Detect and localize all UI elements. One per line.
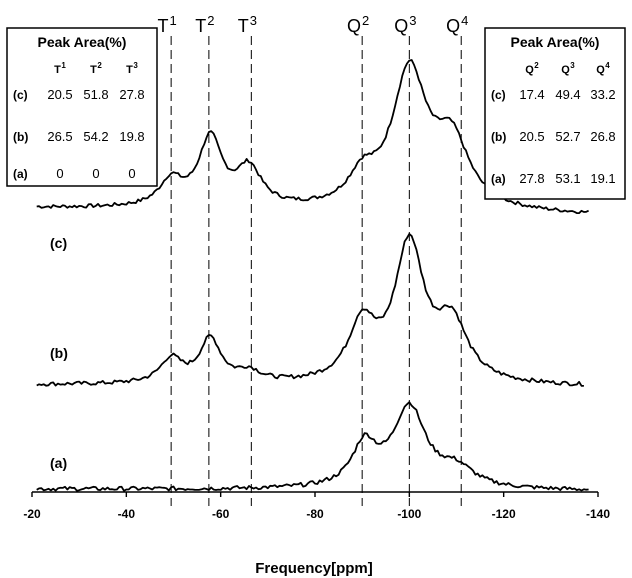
box-value: 0 bbox=[56, 166, 63, 181]
box-value: 20.5 bbox=[47, 87, 72, 102]
box-row-label: (a) bbox=[491, 172, 506, 186]
x-axis-title: Frequency[ppm] bbox=[255, 560, 373, 577]
reference-label: T3 bbox=[238, 13, 257, 36]
box-value: 0 bbox=[128, 166, 135, 181]
spectrum-line bbox=[36, 233, 584, 387]
box-value: 27.8 bbox=[519, 171, 544, 186]
box-title: Peak Area(%) bbox=[38, 34, 127, 50]
x-tick-label: -40 bbox=[118, 507, 136, 521]
box-title: Peak Area(%) bbox=[511, 34, 600, 50]
right-peak-area-box: Peak Area(%)Q2 Q3 Q4(c) 17.4 49.4 33.2(b) 20.5… bbox=[484, 27, 626, 200]
spectrum-label: (c) bbox=[50, 235, 67, 251]
x-tick-label: -20 bbox=[23, 507, 41, 521]
reference-label: T1 bbox=[158, 13, 177, 36]
x-axis: -20 -40 -60 -80 -100 -120 -140 bbox=[23, 491, 610, 521]
reference-lines-group: T1 T2 T3 Q2 Q3 Q4 bbox=[158, 13, 468, 506]
box-row-label: (b) bbox=[491, 130, 506, 144]
x-tick-label: -60 bbox=[212, 507, 230, 521]
reference-label: Q4 bbox=[446, 13, 468, 36]
box-value: 33.2 bbox=[590, 87, 615, 102]
spectrum-label: (b) bbox=[50, 345, 68, 361]
x-tick-label: -140 bbox=[586, 507, 610, 521]
x-tick-label: -120 bbox=[492, 507, 516, 521]
box-value: 49.4 bbox=[555, 87, 580, 102]
box-value: 26.5 bbox=[47, 129, 72, 144]
x-tick-label: -100 bbox=[397, 507, 421, 521]
box-row-label: (b) bbox=[13, 130, 28, 144]
box-value: 17.4 bbox=[519, 87, 544, 102]
box-frame bbox=[484, 27, 626, 200]
reference-label: Q3 bbox=[394, 13, 416, 36]
box-row-label: (c) bbox=[491, 88, 506, 102]
box-value: 0 bbox=[92, 166, 99, 181]
spectrum-line bbox=[36, 401, 589, 492]
spectrum-label: (a) bbox=[50, 455, 67, 471]
box-value: 19.8 bbox=[119, 129, 144, 144]
box-value: 54.2 bbox=[83, 129, 108, 144]
left-peak-area-box: Peak Area(%)T1 T2 T3(c) 20.5 51.8 27.8(b) 26.5… bbox=[6, 27, 158, 187]
box-value: 52.7 bbox=[555, 129, 580, 144]
box-value: 26.8 bbox=[590, 129, 615, 144]
box-value: 27.8 bbox=[119, 87, 144, 102]
box-value: 51.8 bbox=[83, 87, 108, 102]
x-tick-label: -80 bbox=[306, 507, 324, 521]
box-value: 19.1 bbox=[590, 171, 615, 186]
box-row-label: (a) bbox=[13, 167, 28, 181]
box-row-label: (c) bbox=[13, 88, 28, 102]
reference-label: T2 bbox=[195, 13, 214, 36]
box-value: 53.1 bbox=[555, 171, 580, 186]
box-frame bbox=[6, 27, 158, 187]
box-value: 20.5 bbox=[519, 129, 544, 144]
reference-label: Q2 bbox=[347, 13, 369, 36]
